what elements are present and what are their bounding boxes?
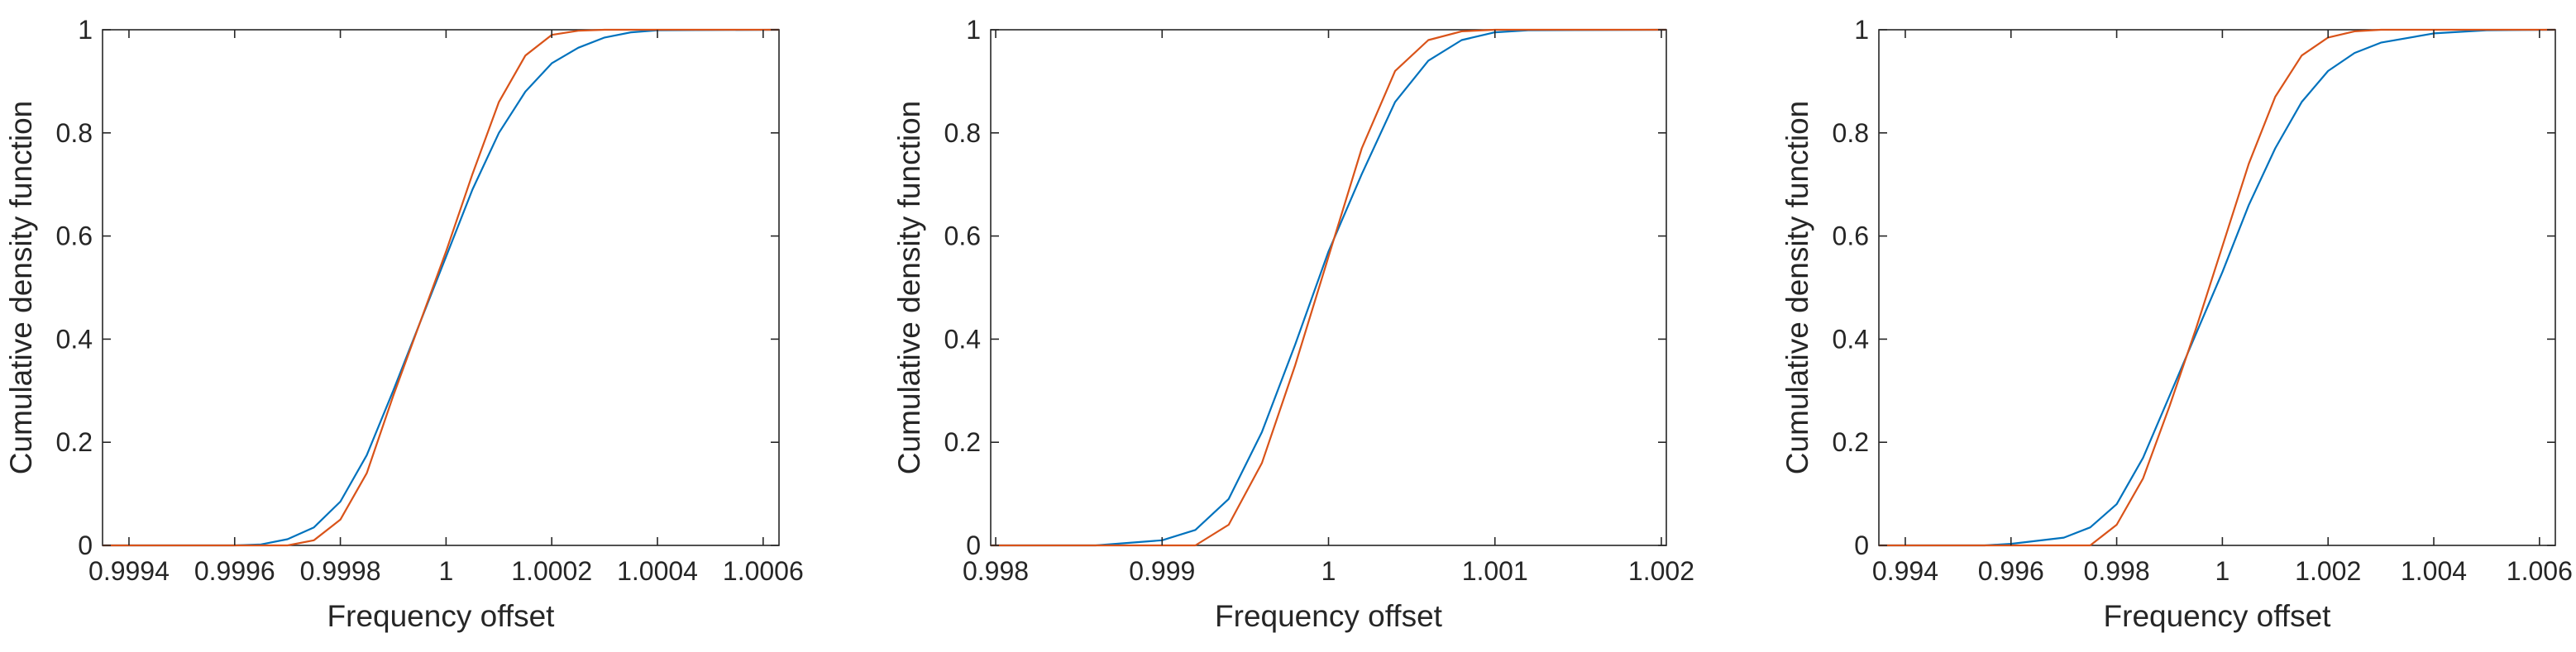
x-tick-label: 1 [438, 556, 453, 586]
series-line-2 [103, 28, 779, 547]
x-tick-label: 1.001 [1462, 556, 1528, 586]
x-axis-title: Frequency offset [1215, 599, 1443, 633]
y-tick-label: 0.8 [944, 118, 981, 148]
y-tick-label: 0 [966, 531, 981, 560]
y-tick-label: 0 [1854, 531, 1869, 560]
x-tick-label: 0.9998 [300, 556, 381, 586]
y-tick-label: 0.4 [944, 324, 981, 354]
x-tick-label: 1.0004 [617, 556, 698, 586]
y-tick-label: 0 [78, 531, 93, 560]
y-tick-label: 0.6 [1833, 221, 1869, 251]
y-axis-title: Cumulative density function [4, 101, 38, 474]
chart-panel-3: 0.994 0.996 0.998 1 1.002 1.004 1.006 0 0.2 0.4 0.… [1780, 15, 2573, 633]
y-tick-label: 0.8 [56, 118, 93, 148]
chart-panel-1: 0.9994 0.9996 0.9998 1 1.0002 1.0004 1.0006 0 0.… [4, 15, 804, 633]
series-line-2 [1879, 28, 2555, 547]
x-tick-label: 0.9994 [88, 556, 170, 586]
x-tick-label: 1.004 [2401, 556, 2467, 586]
x-tick-label: 1.002 [2295, 556, 2361, 586]
y-tick-label: 0.4 [1833, 324, 1869, 354]
y-tick-label: 0.6 [56, 221, 93, 251]
plot-area-box [102, 29, 780, 546]
x-tick-label: 0.9996 [194, 556, 275, 586]
y-tick-label: 0.8 [1833, 118, 1869, 148]
y-tick-label: 1 [1854, 15, 1869, 45]
x-tick-label: 1.006 [2507, 556, 2573, 586]
series-line-1 [1879, 28, 2556, 547]
x-axis-title: Frequency offset [327, 599, 556, 633]
x-tick-label: 0.998 [963, 556, 1029, 586]
x-tick-label: 1 [1321, 556, 1336, 586]
series-line-2 [991, 28, 1666, 547]
y-tick-label: 1 [966, 15, 981, 45]
plot-area-box [990, 29, 1667, 546]
y-tick-label: 0.4 [56, 324, 93, 354]
x-tick-label: 1.002 [1628, 556, 1694, 586]
series-line-1 [103, 28, 780, 547]
x-tick-label: 0.996 [1978, 556, 2044, 586]
y-tick-label: 0.2 [56, 427, 93, 457]
x-tick-label: 0.999 [1129, 556, 1195, 586]
x-tick-label: 1.0006 [723, 556, 804, 586]
x-tick-label: 0.994 [1872, 556, 1938, 586]
x-tick-label: 1 [2215, 556, 2230, 586]
y-axis-title: Cumulative density function [892, 101, 926, 474]
y-tick-label: 0.2 [944, 427, 981, 457]
x-axis-title: Frequency offset [2104, 599, 2332, 633]
y-tick-label: 1 [78, 15, 93, 45]
plot-area-box [1878, 29, 2556, 546]
x-tick-label: 1.0002 [511, 556, 592, 586]
x-tick-label: 0.998 [2084, 556, 2150, 586]
y-tick-label: 0.6 [944, 221, 981, 251]
series-line-1 [991, 28, 1667, 547]
y-tick-label: 0.2 [1833, 427, 1869, 457]
chart-panel-2: 0.998 0.999 1 1.001 1.002 0 0.2 0.4 0.6 0.8 1 Frequ… [892, 15, 1694, 633]
y-axis-title: Cumulative density function [1780, 101, 1814, 474]
